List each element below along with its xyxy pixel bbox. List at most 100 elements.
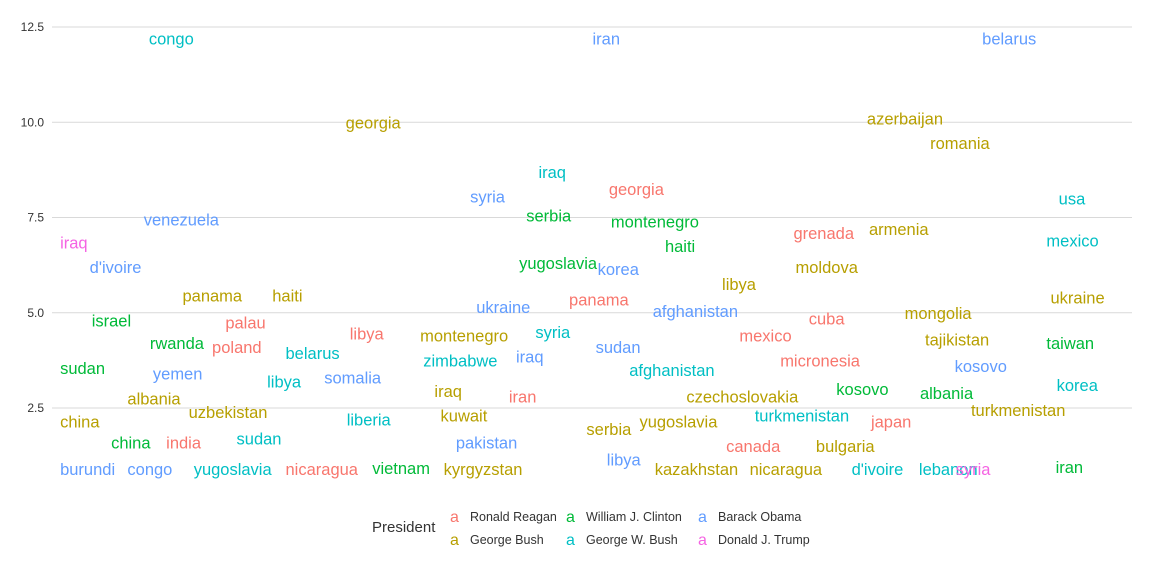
y-tick-label: 12.5 xyxy=(21,20,45,34)
word-label: georgia xyxy=(609,181,665,199)
y-tick-label: 7.5 xyxy=(27,211,44,225)
word-label: iraq xyxy=(516,349,544,367)
word-label: bulgaria xyxy=(816,438,876,456)
word-label: iraq xyxy=(538,164,566,182)
word-label: afghanistan xyxy=(629,362,714,380)
legend-label: William J. Clinton xyxy=(586,510,682,524)
word-label: serbia xyxy=(586,421,632,439)
word-label: yugoslavia xyxy=(639,413,718,431)
word-label: georgia xyxy=(346,114,402,132)
word-label: d'ivoire xyxy=(852,461,904,479)
word-label: ukraine xyxy=(1051,290,1105,308)
word-label: sudan xyxy=(596,339,641,357)
legend-key: a xyxy=(450,509,459,526)
word-label: libya xyxy=(350,326,385,344)
word-label: venezuela xyxy=(144,211,220,229)
word-label: yemen xyxy=(153,366,203,384)
word-label: yugoslavia xyxy=(194,461,273,479)
word-label: belarus xyxy=(982,30,1036,48)
word-label: afghanistan xyxy=(653,303,738,321)
legend-key: a xyxy=(698,532,707,549)
word-label: panama xyxy=(182,288,242,306)
word-label: vietnam xyxy=(372,460,430,478)
y-tick-label: 10.0 xyxy=(21,115,45,129)
word-label: nicaragua xyxy=(286,461,359,479)
word-label: kazakhstan xyxy=(655,461,738,479)
word-label: mexico xyxy=(1046,232,1098,250)
legend-label: Ronald Reagan xyxy=(470,510,557,524)
word-label: micronesia xyxy=(780,352,861,370)
word-label: azerbaijan xyxy=(867,110,943,128)
word-label: zimbabwe xyxy=(423,352,497,370)
legend-key: a xyxy=(566,509,575,526)
legend: President a Ronald Reagan a George Bush a Wil… xyxy=(372,509,810,549)
word-label: czechoslovakia xyxy=(686,389,799,407)
word-label: usa xyxy=(1059,190,1086,208)
word-label: montenegro xyxy=(420,328,508,346)
word-label: albania xyxy=(920,385,974,403)
word-label: syria xyxy=(535,324,571,342)
word-label: libya xyxy=(722,276,757,294)
word-label: uzbekistan xyxy=(189,404,268,422)
word-label: lebanon xyxy=(919,461,978,479)
legend-label: Donald J. Trump xyxy=(718,533,810,547)
word-label: mexico xyxy=(739,328,791,346)
word-label: congo xyxy=(127,461,172,479)
word-label: moldova xyxy=(796,259,859,277)
word-label: japan xyxy=(870,413,911,431)
legend-key: a xyxy=(698,509,707,526)
word-label: poland xyxy=(212,339,262,357)
y-axis-ticks: 2.5 5.0 7.5 10.0 12.5 xyxy=(21,20,45,415)
word-label: rwanda xyxy=(150,335,205,353)
word-label: kosovo xyxy=(955,358,1007,376)
word-label: syria xyxy=(470,189,506,207)
word-label: kyrgyzstan xyxy=(444,461,523,479)
word-label: libya xyxy=(267,373,302,391)
word-label: somalia xyxy=(324,370,382,388)
word-label: panama xyxy=(569,291,629,309)
word-label: iraq xyxy=(60,234,88,252)
word-label: sudan xyxy=(60,360,105,378)
word-label: kuwait xyxy=(441,408,488,426)
word-label: mongolia xyxy=(905,305,973,323)
word-label: montenegro xyxy=(611,213,699,231)
legend-key: a xyxy=(450,532,459,549)
word-label: tajikistan xyxy=(925,331,989,349)
legend-key: a xyxy=(566,532,575,549)
word-label: belarus xyxy=(286,345,340,363)
word-label: taiwan xyxy=(1046,335,1094,353)
word-label: nicaragua xyxy=(750,461,823,479)
word-label: israel xyxy=(92,312,131,330)
word-label: turkmenistan xyxy=(971,402,1065,420)
word-label: syria xyxy=(956,461,992,479)
word-label: china xyxy=(111,434,151,452)
word-label: turkmenistan xyxy=(755,408,849,426)
word-label: korea xyxy=(598,261,640,279)
word-label: congo xyxy=(149,30,194,48)
legend-label: George W. Bush xyxy=(586,533,678,547)
word-label: korea xyxy=(1057,377,1099,395)
word-label: haiti xyxy=(665,238,695,256)
word-label: grenada xyxy=(793,225,854,243)
word-label: serbia xyxy=(526,208,572,226)
word-label: pakistan xyxy=(456,434,517,452)
word-label: armenia xyxy=(869,221,929,239)
gridlines xyxy=(52,26,1132,409)
word-label: canada xyxy=(726,438,781,456)
word-label: romania xyxy=(930,135,990,153)
word-label: iraq xyxy=(434,383,462,401)
word-label: albania xyxy=(127,390,181,408)
word-label: burundi xyxy=(60,461,115,479)
word-label: sudan xyxy=(237,430,282,448)
word-label: d'ivoire xyxy=(90,259,142,277)
legend-label: George Bush xyxy=(470,533,544,547)
word-label: libya xyxy=(607,451,642,469)
word-label: iran xyxy=(593,30,621,48)
word-label: ukraine xyxy=(476,299,530,317)
word-label: liberia xyxy=(347,411,392,429)
y-tick-label: 2.5 xyxy=(27,401,44,415)
legend-label: Barack Obama xyxy=(718,510,801,524)
word-label: yugoslavia xyxy=(519,255,598,273)
